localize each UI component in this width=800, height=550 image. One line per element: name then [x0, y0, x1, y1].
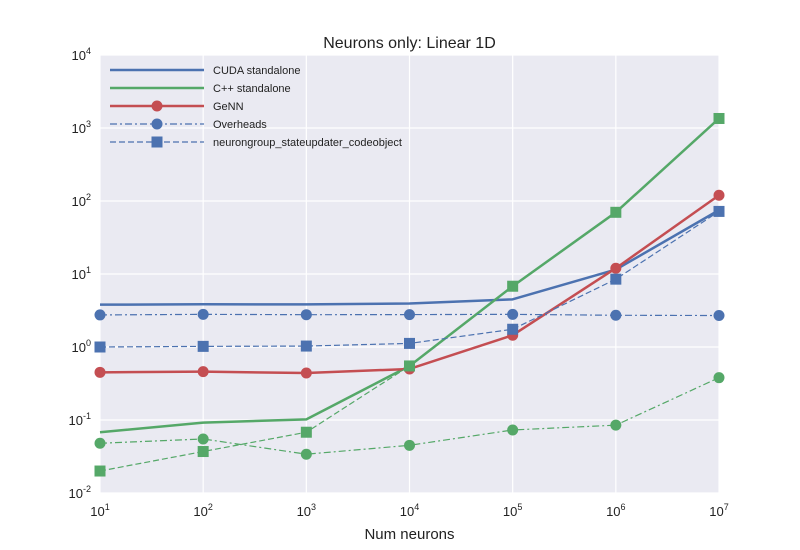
data-point — [404, 337, 415, 349]
x-tick-label: 107 — [709, 502, 728, 519]
y-tick-label: 104 — [72, 46, 91, 63]
data-point — [507, 308, 519, 320]
legend-label: GeNN — [213, 101, 244, 113]
y-tick-label: 103 — [72, 119, 91, 136]
legend-label: neurongroup_stateupdater_codeobject — [213, 137, 402, 149]
y-tick-label: 101 — [72, 265, 91, 282]
y-ticks: 10-2 10-1 100 101 102 103 104 — [69, 46, 91, 501]
x-axis-label: Num neurons — [364, 526, 454, 543]
series-6 — [94, 112, 725, 477]
data-point — [197, 446, 209, 458]
legend-marker — [151, 100, 163, 112]
y-tick-label: 10-1 — [69, 411, 91, 428]
data-point — [404, 439, 415, 451]
data-point — [94, 309, 106, 321]
data-point — [713, 310, 725, 322]
data-point — [300, 340, 312, 352]
series-layer — [94, 112, 725, 477]
legend-item: Overheads — [110, 118, 267, 131]
series-5 — [94, 372, 725, 460]
legend-label: C++ standalone — [213, 83, 291, 95]
data-point — [94, 366, 106, 378]
data-point — [94, 437, 106, 449]
chart-title: Neurons only: Linear 1D — [323, 35, 496, 52]
data-point — [404, 360, 415, 372]
y-tick-label: 10-2 — [69, 484, 91, 501]
data-point — [404, 309, 415, 321]
data-point — [300, 426, 312, 438]
data-point — [610, 273, 622, 285]
data-point — [713, 372, 725, 384]
data-point — [610, 419, 622, 431]
data-point — [713, 112, 725, 124]
legend-item: neurongroup_stateupdater_codeobject — [110, 136, 402, 149]
legend-marker — [151, 136, 163, 148]
x-ticks: 101 102 103 104 105 106 107 — [90, 502, 728, 519]
data-point — [300, 309, 312, 321]
data-point — [507, 323, 519, 335]
legend-label: CUDA standalone — [213, 65, 300, 77]
data-point — [197, 366, 209, 378]
legend-marker — [151, 118, 163, 130]
x-tick-label: 104 — [400, 502, 419, 519]
data-point — [713, 189, 725, 201]
data-point — [94, 341, 106, 353]
legend-item: CUDA standalone — [110, 65, 300, 77]
data-point — [300, 367, 312, 379]
data-point — [94, 465, 106, 477]
data-point — [507, 424, 519, 436]
legend-item: C++ standalone — [110, 83, 291, 95]
legend-item: GeNN — [110, 100, 244, 113]
data-point — [197, 340, 209, 352]
data-point — [610, 262, 622, 274]
legend: CUDA standalone C++ standalone GeNN Overhea… — [110, 65, 402, 149]
y-tick-label: 102 — [72, 192, 91, 209]
data-point — [197, 308, 209, 320]
data-point — [300, 448, 312, 460]
x-tick-label: 102 — [193, 502, 212, 519]
data-point — [610, 309, 622, 321]
series-3 — [94, 308, 725, 322]
x-tick-label: 101 — [90, 502, 109, 519]
data-point — [197, 433, 209, 445]
data-point — [713, 205, 725, 217]
x-tick-label: 105 — [503, 502, 522, 519]
y-tick-label: 100 — [72, 338, 91, 355]
x-tick-label: 106 — [606, 502, 625, 519]
data-point — [507, 280, 519, 292]
legend-label: Overheads — [213, 119, 267, 131]
series-4 — [94, 205, 725, 353]
x-tick-label: 103 — [297, 502, 316, 519]
data-point — [610, 206, 622, 218]
